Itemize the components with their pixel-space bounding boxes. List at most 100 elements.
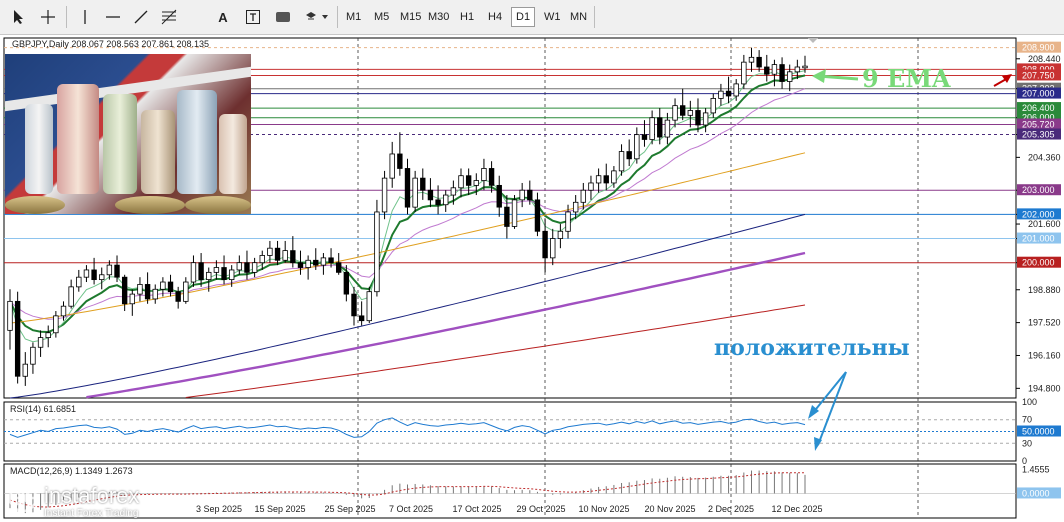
candle-body bbox=[99, 274, 105, 281]
candle-body bbox=[404, 168, 411, 208]
candle bbox=[527, 180, 533, 205]
timeframe-h1[interactable]: H1 bbox=[460, 11, 475, 23]
candle-body bbox=[794, 66, 801, 73]
candle bbox=[267, 240, 273, 263]
candle bbox=[580, 182, 587, 210]
x-tick-label: 29 Oct 2025 bbox=[516, 504, 565, 514]
x-tick-label: 10 Nov 2025 bbox=[578, 504, 629, 514]
candle-body bbox=[787, 71, 793, 82]
candle bbox=[794, 59, 801, 80]
candle bbox=[213, 260, 220, 280]
candle bbox=[473, 173, 479, 196]
candle bbox=[458, 168, 464, 198]
moving-average-line bbox=[185, 304, 806, 398]
vertical-line-icon[interactable] bbox=[74, 7, 96, 27]
price-marker bbox=[1017, 184, 1061, 196]
timeframe-m5[interactable]: M5 bbox=[374, 11, 390, 23]
red-arrowhead bbox=[1002, 74, 1012, 83]
candle-body bbox=[733, 83, 739, 97]
horizontal-line-icon[interactable] bbox=[102, 7, 124, 27]
candle bbox=[672, 98, 678, 128]
timeframe-h4[interactable]: H4 bbox=[488, 11, 503, 23]
cursor-arrow-icon[interactable] bbox=[8, 7, 30, 27]
trendline-icon[interactable] bbox=[130, 7, 152, 27]
blue-arrowhead bbox=[808, 405, 819, 419]
candle-body bbox=[572, 201, 579, 213]
timeframe-m1[interactable]: M1 bbox=[346, 11, 362, 23]
price-marker-label: 207.000 bbox=[1022, 89, 1055, 99]
candle bbox=[76, 269, 82, 292]
candle bbox=[412, 170, 418, 212]
candle bbox=[572, 195, 579, 220]
candle-body bbox=[213, 267, 220, 273]
price-marker bbox=[1017, 41, 1061, 53]
candle bbox=[779, 57, 785, 89]
candle-body bbox=[259, 255, 265, 264]
candle-body bbox=[527, 189, 533, 201]
candle bbox=[787, 64, 793, 92]
crosshair-icon[interactable] bbox=[36, 7, 60, 27]
candle-body bbox=[580, 189, 587, 203]
text-tool-button[interactable]: A bbox=[218, 9, 228, 25]
candle-body bbox=[756, 56, 762, 68]
candle bbox=[649, 110, 655, 145]
price-marker-label: 208.000 bbox=[1022, 64, 1055, 74]
price-marker-label: 200.000 bbox=[1022, 258, 1055, 268]
candle-body bbox=[106, 264, 113, 276]
candle bbox=[481, 158, 487, 191]
toolbar-divider bbox=[66, 6, 67, 28]
timeframe-mn[interactable]: MN bbox=[570, 11, 588, 23]
candle bbox=[114, 255, 120, 283]
candle bbox=[336, 253, 342, 275]
moving-average-line bbox=[9, 88, 806, 320]
price-marker bbox=[1017, 87, 1061, 99]
x-tick-label: 15 Sep 2025 bbox=[254, 504, 305, 514]
candle bbox=[496, 175, 502, 217]
price-marker bbox=[1017, 128, 1061, 140]
candle-body bbox=[764, 66, 770, 75]
candle bbox=[725, 76, 732, 104]
candle-body bbox=[175, 291, 181, 302]
candle-body bbox=[267, 247, 273, 256]
candle bbox=[358, 301, 365, 326]
candle-body bbox=[45, 332, 51, 338]
y-tick-label: 198.880 bbox=[1028, 285, 1061, 295]
candle-body bbox=[626, 151, 632, 160]
candle-body bbox=[488, 168, 495, 186]
macd-marker-label: 0.0000 bbox=[1022, 488, 1050, 498]
blue-arrow bbox=[817, 371, 847, 446]
rsi-marker-label: 50.0000 bbox=[1022, 427, 1055, 437]
candle-body bbox=[167, 281, 174, 293]
rsi-tick-label: 30 bbox=[1022, 438, 1032, 448]
candle bbox=[450, 180, 457, 205]
candle-body bbox=[557, 230, 564, 239]
price-marker bbox=[1017, 111, 1061, 123]
candle bbox=[137, 277, 143, 302]
macd-header: MACD(12,26,9) 1.1349 1.2673 bbox=[10, 466, 133, 476]
macd-signal-line bbox=[9, 472, 806, 508]
candle bbox=[60, 301, 67, 321]
timeframe-m30[interactable]: M30 bbox=[428, 11, 450, 23]
timeframe-m15[interactable]: M15 bbox=[400, 11, 422, 23]
candle-body bbox=[687, 110, 694, 116]
candle-body bbox=[274, 247, 281, 261]
candle bbox=[343, 265, 350, 302]
macd-panel bbox=[3, 463, 1017, 519]
text-label-icon[interactable] bbox=[242, 7, 264, 27]
shapes-dropdown-icon[interactable] bbox=[302, 7, 332, 27]
candle bbox=[511, 195, 518, 229]
timeframe-w1[interactable]: W1 bbox=[544, 11, 561, 23]
rectangle-icon[interactable] bbox=[272, 7, 294, 27]
watermark-brand: instaforex bbox=[44, 483, 140, 508]
candle bbox=[687, 100, 694, 128]
candle-body bbox=[657, 117, 663, 138]
candle-body bbox=[420, 177, 426, 191]
candle-body bbox=[741, 61, 747, 85]
candle bbox=[167, 274, 174, 297]
rsi-tick-label: 100 bbox=[1022, 397, 1037, 407]
timeframe-d1[interactable]: D1 bbox=[511, 7, 536, 27]
candle-body bbox=[641, 134, 648, 140]
fibonacci-icon[interactable] bbox=[158, 7, 180, 27]
blue-arrowhead bbox=[814, 437, 822, 451]
candle-body bbox=[313, 259, 319, 266]
